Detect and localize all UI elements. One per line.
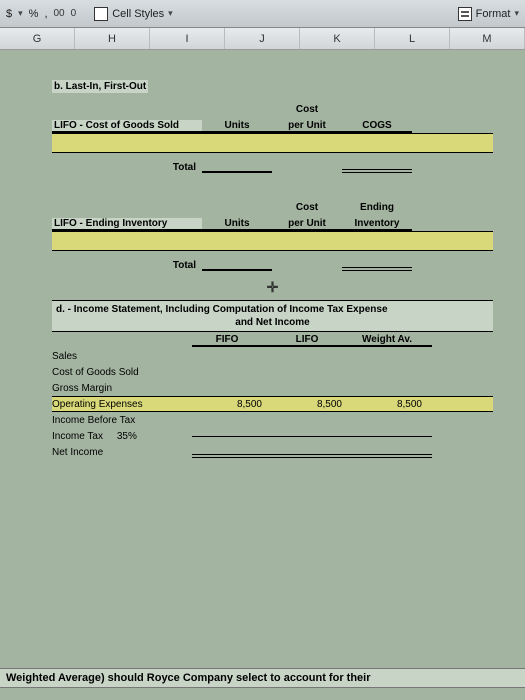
currency-icon: $	[6, 8, 12, 20]
units-hdr: Units	[202, 218, 272, 231]
units-hdr: Units	[202, 120, 272, 133]
add-row-icon[interactable]: ✛	[52, 279, 493, 296]
ei-header-row: Cost Ending	[52, 195, 493, 213]
cost-hdr: Cost	[272, 202, 342, 213]
row-opex: Operating Expenses 8,500 8,500 8,500	[52, 396, 493, 412]
lifo-cogs-label: LIFO - Cost of Goods Sold	[52, 120, 202, 133]
total-label: Total	[52, 162, 202, 173]
opex-fifo: 8,500	[192, 399, 272, 410]
ibt-label: Income Before Tax	[52, 415, 192, 426]
format-button[interactable]: Format ▾	[458, 7, 519, 21]
decimal-label-2: 0	[71, 8, 77, 19]
inventory-hdr: Inventory	[342, 218, 412, 231]
ei-header-row2: LIFO - Ending Inventory Units per Unit I…	[52, 213, 493, 231]
col-M[interactable]: M	[450, 28, 525, 49]
opex-label: Operating Expenses	[52, 399, 192, 410]
column-headers[interactable]: G H I J K L M	[0, 28, 525, 50]
cogs-header-row: Cost	[52, 97, 493, 115]
stmt-col-headers: FIFO LIFO Weight Av.	[52, 332, 493, 348]
cell-styles-icon	[94, 7, 108, 21]
opex-lifo: 8,500	[272, 399, 352, 410]
ending-hdr: Ending	[342, 202, 412, 213]
footer-note: Weighted Average) should Royce Company s…	[0, 668, 525, 688]
format-icon	[458, 7, 472, 21]
cogs-total-row: Total	[52, 155, 493, 173]
ei-total-row: Total	[52, 253, 493, 271]
cogs-header-row2: LIFO - Cost of Goods Sold Units per Unit…	[52, 115, 493, 133]
per-unit-hdr: per Unit	[272, 218, 342, 231]
gm-label: Gross Margin	[52, 383, 192, 394]
row-sales: Sales	[52, 348, 493, 364]
row-cogs: Cost of Goods Sold	[52, 364, 493, 380]
lifo-hdr: LIFO	[272, 334, 352, 347]
col-I[interactable]: I	[150, 28, 225, 49]
cell-styles-button[interactable]: Cell Styles ▾	[94, 7, 173, 21]
cogs-data-band[interactable]	[52, 133, 493, 153]
format-label: Format	[476, 8, 511, 20]
per-unit-hdr: per Unit	[272, 120, 342, 133]
cogs-hdr: COGS	[342, 120, 412, 133]
chevron-down-icon: ▾	[514, 8, 519, 19]
worksheet[interactable]: b. Last-In, First-Out Cost LIFO - Cost o…	[0, 50, 525, 700]
stmt-title-2: and Net Income	[56, 316, 489, 329]
row-ni: Net Income	[52, 444, 493, 460]
opex-wavg: 8,500	[352, 399, 432, 410]
row-tax: Income Tax 35%	[52, 428, 493, 444]
fifo-hdr: FIFO	[192, 334, 272, 347]
sales-label: Sales	[52, 351, 192, 362]
row-gm: Gross Margin	[52, 380, 493, 396]
section-d-title: d. - Income Statement, Including Computa…	[52, 300, 493, 332]
stmt-title-1: d. - Income Statement, Including Computa…	[56, 303, 489, 316]
row-ibt: Income Before Tax	[52, 412, 493, 428]
number-format-group[interactable]: $ ▾ % , 00 0	[6, 8, 76, 20]
comma-icon: ,	[44, 8, 47, 20]
tax-label: Income Tax	[52, 431, 103, 442]
percent-icon: %	[29, 8, 39, 20]
toolbar: $ ▾ % , 00 0 Cell Styles ▾ Format ▾	[0, 0, 525, 28]
lifo-ei-label: LIFO - Ending Inventory	[52, 218, 202, 231]
ei-data-band[interactable]	[52, 231, 493, 251]
section-b-title: b. Last-In, First-Out	[52, 80, 148, 93]
cogs-label: Cost of Goods Sold	[52, 367, 192, 378]
chevron-down-icon: ▾	[168, 8, 173, 19]
cost-hdr: Cost	[272, 104, 342, 115]
chevron-down-icon: ▾	[18, 8, 23, 19]
ni-label: Net Income	[52, 447, 192, 458]
wavg-hdr: Weight Av.	[352, 334, 432, 347]
col-G[interactable]: G	[0, 28, 75, 49]
col-L[interactable]: L	[375, 28, 450, 49]
cell-styles-label: Cell Styles	[112, 8, 164, 20]
decimal-label: 00	[54, 8, 65, 19]
total-label: Total	[52, 260, 202, 271]
col-H[interactable]: H	[75, 28, 150, 49]
col-K[interactable]: K	[300, 28, 375, 49]
tax-rate: 35%	[117, 431, 137, 442]
col-J[interactable]: J	[225, 28, 300, 49]
